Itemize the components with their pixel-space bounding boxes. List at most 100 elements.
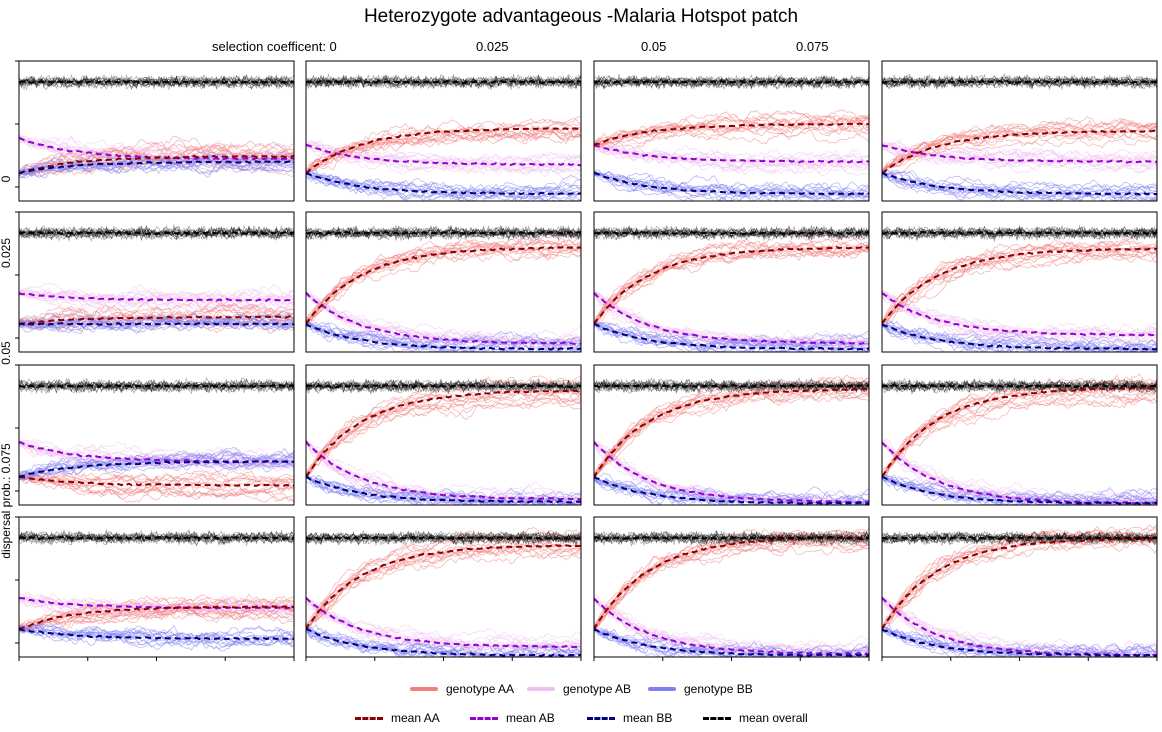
overall-run [594,74,869,88]
mean-ab-line [882,441,1157,505]
genotype-bb-run [882,626,1157,657]
overall-run [882,377,1157,394]
genotype-aa-run [19,603,294,630]
panel-r3-c1 [305,516,582,661]
genotype-aa-run [306,397,581,477]
genotype-bb-run [19,311,294,334]
genotype-ab-run [882,143,1157,170]
overall-run [306,74,581,90]
mean-overall-line [306,535,581,541]
mean-overall-line [19,79,294,85]
genotype-aa-run [594,378,869,476]
chart-title: Heterozygote advantageous -Malaria Hotsp… [363,6,799,27]
overall-run [306,531,581,547]
genotype-ab-run [306,142,581,170]
genotype-aa-run [882,540,1157,630]
genotype-bb-run [882,474,1157,505]
genotype-aa-run [19,608,294,631]
genotype-aa-run [19,606,294,631]
genotype-bb-run [306,322,581,352]
genotype-aa-run [882,381,1157,479]
genotype-aa-run [19,472,294,486]
mean-aa-line [882,129,1157,175]
overall-run [882,378,1157,393]
genotype-ab-run [882,145,1157,174]
overall-run [306,225,581,241]
legend-mean-ab-swatch [470,716,498,720]
genotype-aa-run [882,536,1157,633]
genotype-aa-run [306,532,581,633]
genotype-aa-run [306,388,581,474]
legend-mean-bb-swatch [587,716,615,720]
overall-run [882,224,1157,241]
mean-bb-line [306,475,581,504]
panel-r2-c1 [305,364,582,506]
overall-run [882,530,1157,547]
mean-ab-line [19,441,294,464]
overall-run [882,377,1157,395]
overall-run [306,377,581,394]
genotype-aa-run [19,473,294,495]
overall-run [19,530,294,547]
genotype-ab-run [882,293,1157,339]
genotype-aa-run [594,385,869,480]
legend-mean-overall: mean overall [703,711,808,725]
panel-r2-c3 [881,364,1158,506]
genotype-bb-run [594,172,869,200]
genotype-aa-run [594,230,869,324]
overall-run [594,226,869,240]
overall-run [19,73,294,91]
overall-run [19,75,294,89]
overall-run [594,226,869,242]
genotype-aa-run [882,532,1157,630]
genotype-aa-run [306,539,581,629]
panel-r1-c0 [15,211,295,353]
legend-ab-swatch [527,687,555,691]
overall-run [19,225,294,242]
genotype-aa-run [19,300,294,329]
overall-run [306,224,581,241]
overall-run [306,379,581,394]
overall-run [19,225,294,242]
overall-run [19,73,294,89]
overall-run [19,377,294,394]
panel-r0-c2 [593,60,870,202]
mean-overall-line [594,79,869,85]
genotype-aa-run [882,245,1157,324]
genotype-bb-run [882,626,1157,657]
overall-run [594,226,869,240]
mean-bb-line [306,627,581,657]
overall-run [306,530,581,545]
overall-run [19,531,294,547]
genotype-bb-run [594,172,869,198]
genotype-aa-run [882,390,1157,479]
genotype-aa-run [594,388,869,480]
mean-bb-line [882,628,1157,657]
genotype-aa-run [306,132,581,174]
legend-genotype-bb: genotype BB [648,682,753,696]
overall-run [306,74,581,90]
genotype-aa-run [882,395,1157,476]
overall-run [306,380,581,394]
overall-run [882,226,1157,241]
overall-run [882,379,1157,392]
overall-run [19,73,294,90]
overall-run [19,531,294,545]
overall-run [882,225,1157,240]
genotype-bb-run [306,172,581,201]
overall-run [882,73,1157,88]
panel-r0-c1 [305,60,582,202]
panel-r3-c0 [15,516,295,661]
overall-run [882,226,1157,241]
mean-overall-line [882,230,1157,236]
overall-run [306,226,581,241]
genotype-aa-run [882,396,1157,480]
genotype-aa-run [882,117,1157,174]
overall-run [19,378,294,394]
legend-bb-swatch [648,687,676,691]
mean-overall-line [19,535,294,540]
overall-run [882,226,1157,243]
genotype-aa-run [306,531,581,629]
mean-ab-line [882,292,1157,337]
genotype-bb-run [306,322,581,352]
